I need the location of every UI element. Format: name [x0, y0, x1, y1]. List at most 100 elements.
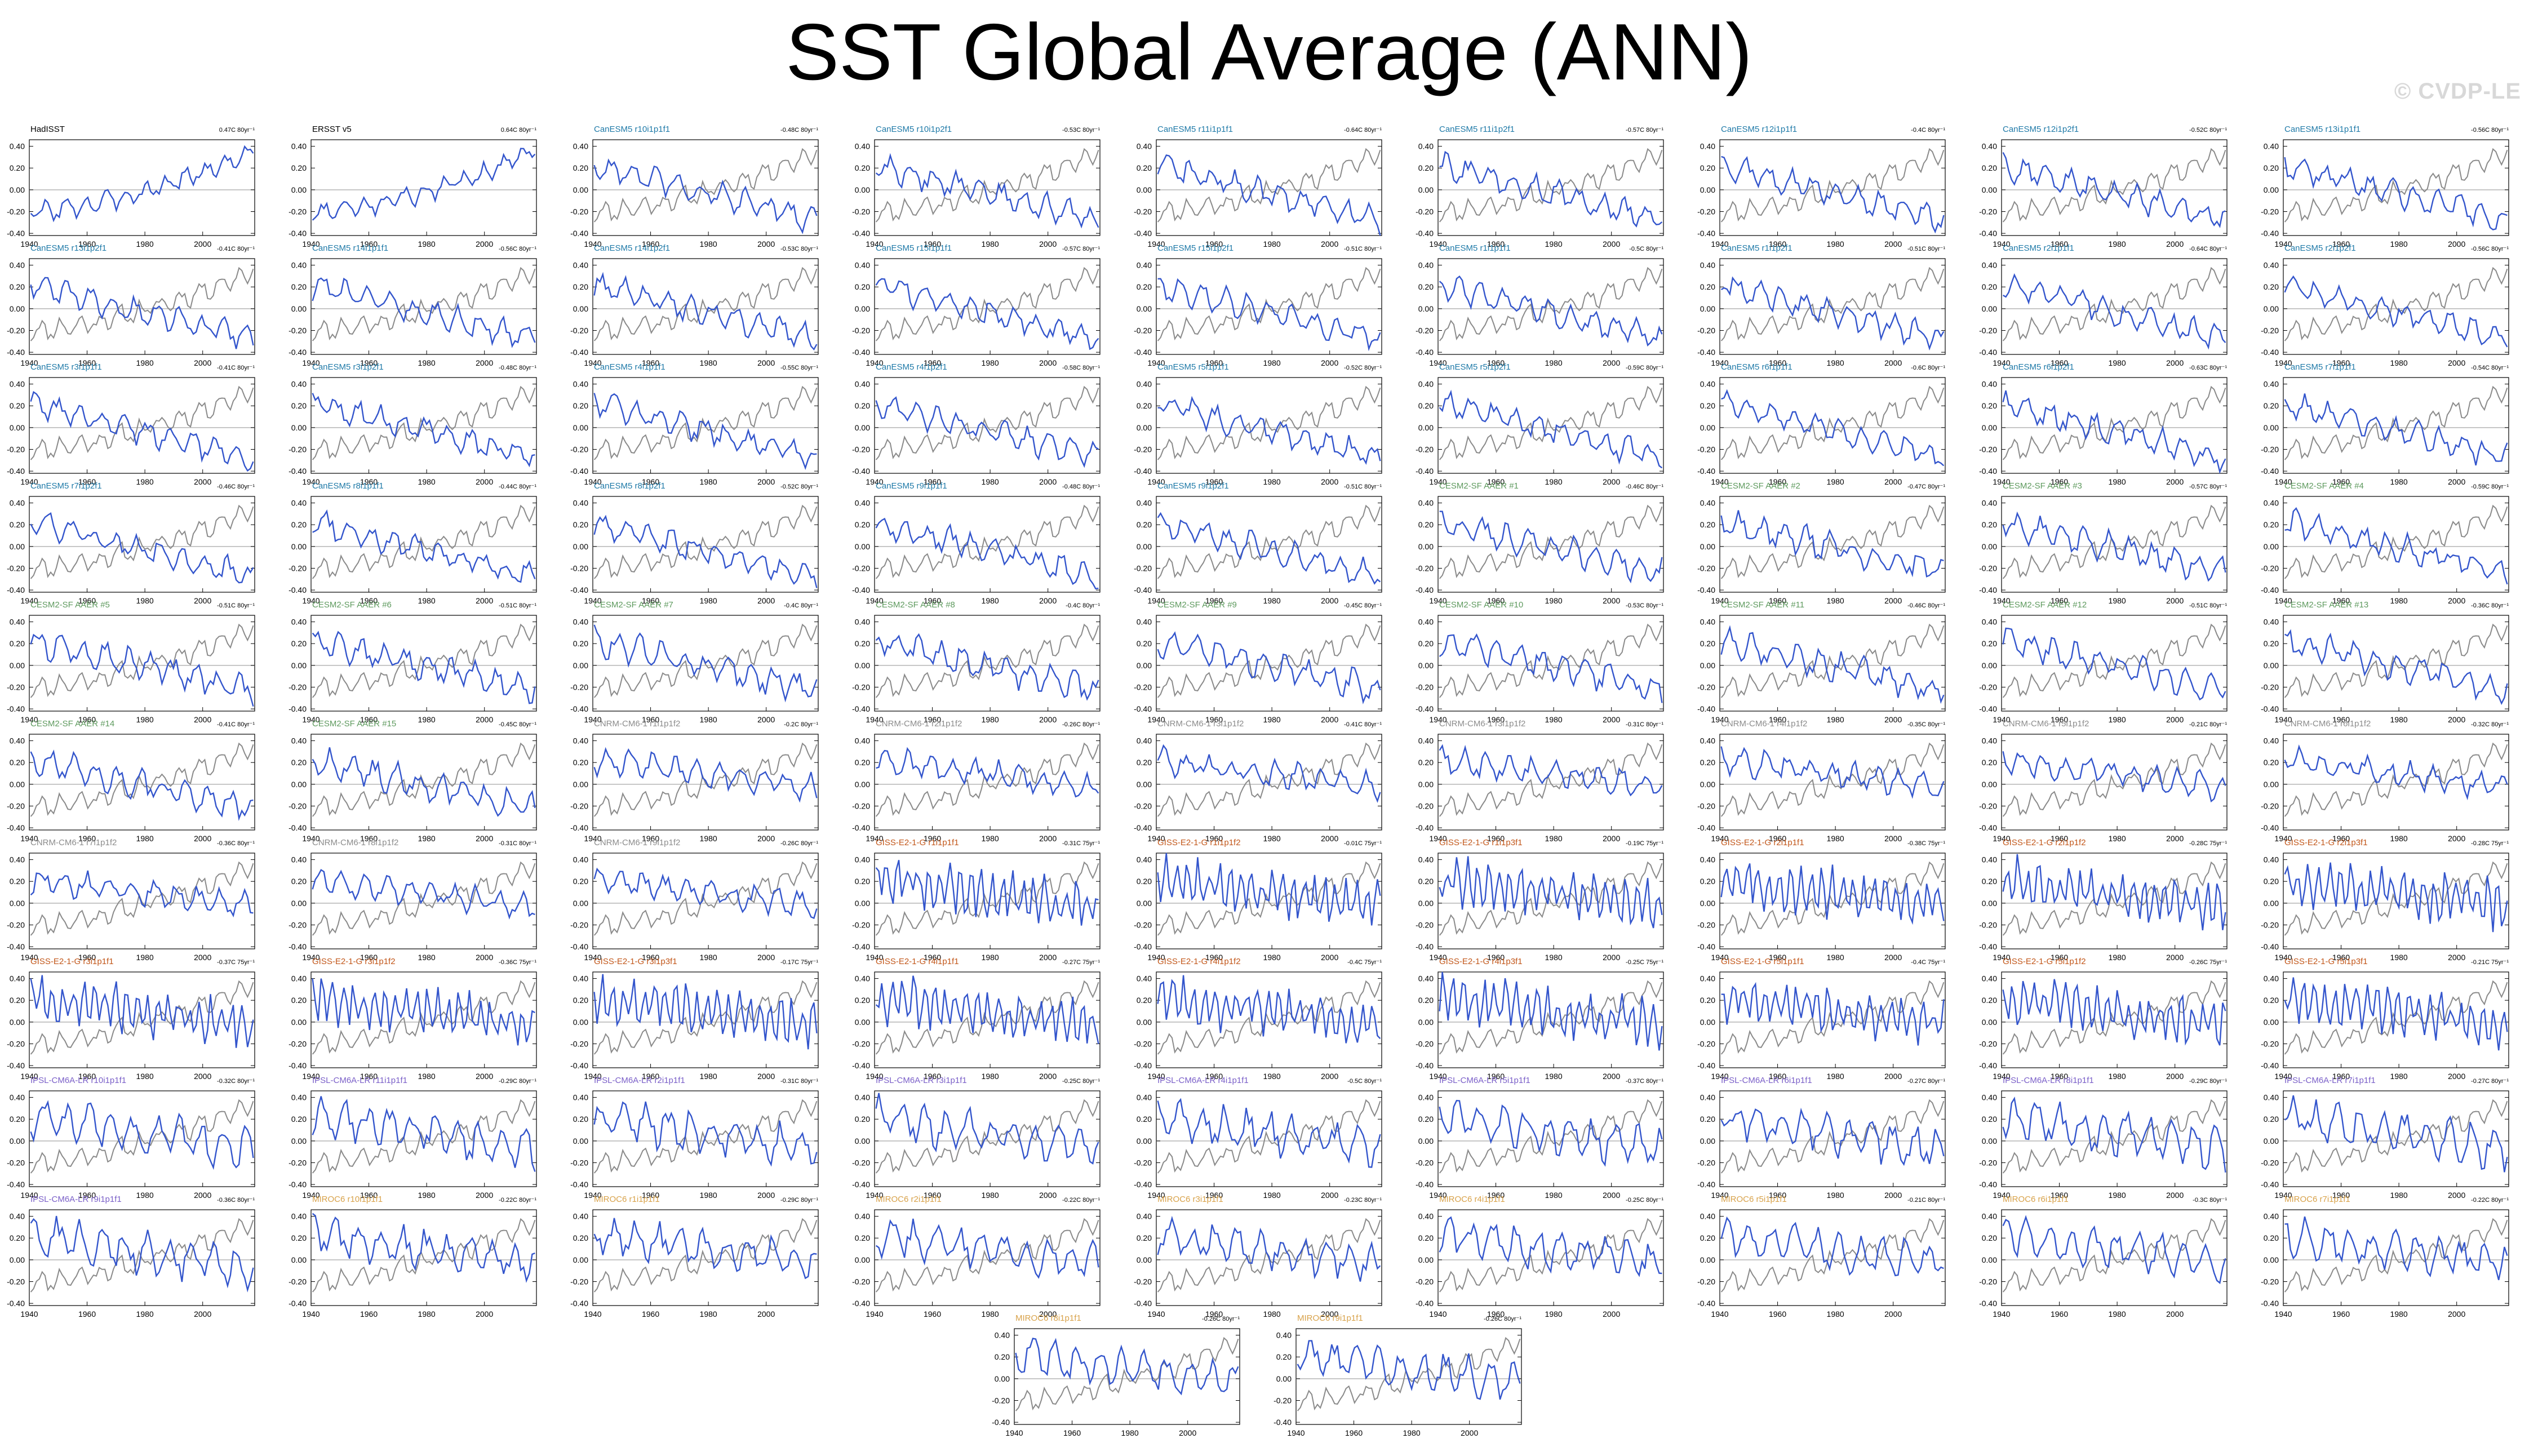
model-series-line — [1157, 1098, 1381, 1168]
y-tick-label: 0.00 — [10, 423, 25, 432]
y-tick-label: 0.20 — [291, 401, 307, 410]
panel-trend: -0.32C 80yr⁻¹ — [217, 1078, 255, 1085]
panel-trend: -0.46C 80yr⁻¹ — [217, 483, 255, 490]
observed-series-line — [1720, 623, 1945, 698]
x-tick-label: 1960 — [2051, 834, 2068, 843]
y-tick-label: 0.00 — [855, 304, 870, 313]
panel-frame — [310, 1090, 537, 1187]
x-tick-label: 2000 — [1321, 1191, 1338, 1200]
panel-trend: -0.64C 80yr⁻¹ — [1344, 127, 1382, 134]
panel-frame — [2001, 1209, 2228, 1306]
model-series-line — [312, 277, 536, 348]
x-tick-label: 1960 — [642, 1309, 659, 1319]
y-tick-label: 0.00 — [2264, 780, 2279, 789]
x-tick-label: 1960 — [78, 477, 96, 486]
y-tick-label: 0.20 — [1137, 877, 1152, 886]
y-tick-label: -0.40 — [1416, 1061, 1434, 1070]
y-tick-label: 0.20 — [1700, 877, 1715, 886]
y-tick-label: -0.20 — [1134, 1040, 1152, 1049]
panel-trend: -0.5C 80yr⁻¹ — [1629, 246, 1663, 252]
panel-title: CESM2-SF AAER #3 — [2003, 481, 2082, 491]
x-tick-label: 2000 — [2448, 834, 2465, 843]
y-tick-label: 0.40 — [573, 261, 588, 270]
panel-trend: -0.55C 80yr⁻¹ — [780, 365, 818, 371]
panel-frame — [29, 139, 255, 236]
panel-title: CESM2-SF AAER #12 — [2003, 600, 2087, 610]
panel-title: CanESM5 r14i1p2f1 — [594, 243, 670, 253]
panel-frame — [874, 1209, 1101, 1306]
x-tick-label: 1940 — [2274, 596, 2292, 605]
observed-series-line — [312, 267, 536, 341]
chart-panel: 0.40 0.20 0.00 -0.20 -0.40 1940 1960 1980 2000 CE… — [1979, 600, 2228, 724]
y-tick-label: -0.20 — [1416, 802, 1434, 811]
x-tick-label: 1940 — [20, 1072, 38, 1081]
y-tick-label: -0.40 — [2261, 823, 2279, 832]
y-tick-label: -0.20 — [289, 445, 307, 454]
x-tick-label: 1980 — [136, 477, 154, 486]
y-tick-label: 0.00 — [1982, 304, 1997, 313]
y-tick-label: 0.40 — [1418, 142, 1434, 151]
x-tick-label: 1960 — [1487, 358, 1505, 367]
y-tick-label: 0.00 — [573, 304, 588, 313]
y-tick-label: 0.20 — [1700, 1233, 1715, 1242]
panel-frame — [310, 1209, 537, 1306]
observed-series-line — [1720, 861, 1945, 936]
model-series-line — [2002, 751, 2226, 803]
y-tick-label: -0.40 — [852, 1061, 870, 1070]
x-tick-label: 1980 — [2109, 834, 2126, 843]
x-tick-label: 1980 — [1263, 358, 1281, 367]
panel-title: CESM2-SF AAER #9 — [1157, 600, 1237, 610]
x-tick-label: 1980 — [1545, 953, 1563, 962]
x-tick-label: 1940 — [2274, 477, 2292, 486]
observed-series-line — [1157, 861, 1381, 936]
model-series-line — [1439, 971, 1663, 1051]
y-tick-label: -0.40 — [1979, 348, 1997, 357]
y-tick-label: 0.20 — [291, 639, 307, 648]
x-tick-label: 1980 — [1263, 1072, 1281, 1081]
model-series-line — [593, 158, 818, 234]
panel-title: CanESM5 r12i1p1f1 — [1721, 125, 1797, 134]
x-tick-label: 1940 — [20, 834, 38, 843]
panel-title: CanESM5 r10i1p1f1 — [594, 125, 670, 134]
y-tick-label: 0.40 — [855, 142, 870, 151]
panel-title: CNRM-CM6-1 r3i1p1f2 — [1157, 719, 1244, 729]
y-tick-label: -0.40 — [1134, 348, 1152, 357]
model-series-line — [312, 869, 535, 920]
x-tick-label: 1980 — [2390, 596, 2408, 605]
panel-frame — [1437, 496, 1664, 593]
observed-series-line — [593, 980, 818, 1055]
y-tick-label: 0.00 — [10, 899, 25, 908]
panel-frame — [874, 1090, 1101, 1187]
panel-frame — [1719, 615, 1946, 712]
y-tick-label: 0.20 — [855, 520, 870, 529]
x-tick-label: 1980 — [700, 1072, 717, 1081]
y-tick-label: -0.20 — [1416, 683, 1434, 692]
x-tick-label: 1980 — [418, 477, 436, 486]
model-series-line — [1439, 1216, 1662, 1277]
model-series-line — [2002, 1215, 2226, 1285]
y-tick-label: -0.40 — [1416, 1299, 1434, 1308]
panel-frame — [592, 496, 819, 593]
model-series-line — [1720, 510, 1944, 578]
panel-frame — [310, 615, 537, 712]
x-tick-label: 1960 — [360, 1072, 378, 1081]
x-tick-label: 1980 — [1263, 834, 1281, 843]
x-tick-label: 1960 — [360, 358, 378, 367]
panel-title: CanESM5 r8i1p2f1 — [594, 481, 665, 491]
y-tick-label: 0.20 — [10, 758, 25, 767]
x-tick-label: 2000 — [1884, 596, 1902, 605]
model-series-line — [1157, 975, 1381, 1044]
y-tick-label: 0.20 — [995, 1352, 1010, 1361]
y-tick-label: 0.40 — [855, 736, 870, 745]
y-tick-label: 0.40 — [1700, 1212, 1715, 1221]
observed-series-line — [30, 1099, 254, 1174]
y-tick-label: 0.40 — [573, 855, 588, 864]
x-tick-label: 1940 — [1711, 596, 1728, 605]
panel-trend: -0.25C 80yr⁻¹ — [1062, 1078, 1100, 1085]
panel-title: CESM2-SF AAER #7 — [594, 600, 673, 610]
x-tick-label: 1960 — [924, 953, 941, 962]
